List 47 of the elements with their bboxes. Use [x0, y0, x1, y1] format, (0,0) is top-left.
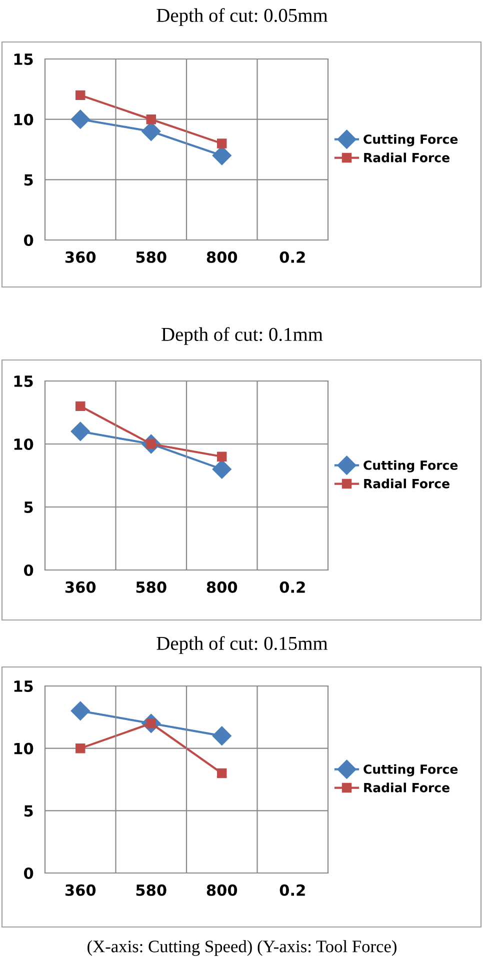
y-tick-label: 15: [14, 376, 33, 388]
y-tick-label: 10: [14, 114, 34, 126]
point: [212, 726, 232, 746]
x-tick-label: 0.2: [280, 884, 305, 896]
x-tick-label: 580: [136, 581, 166, 593]
text: (X-axis: Cutting Speed) (Y-axis: Tool Force): [88, 940, 396, 956]
y-tick-label: 0: [24, 867, 34, 880]
x-tick-label: 0.2: [280, 581, 305, 593]
chart-title: Depth of cut: 0.15mm: [156, 636, 328, 654]
point: [76, 90, 86, 100]
y-tick-label: 0: [24, 564, 34, 576]
y-tick-label: 10: [14, 742, 34, 754]
x-tick-label: 580: [136, 251, 166, 263]
point: [76, 401, 86, 412]
point: [217, 138, 227, 148]
chart-title: Depth of cut: 0.05mm: [156, 8, 328, 26]
point: [76, 743, 86, 754]
point: [70, 110, 90, 129]
x-tick-label: 800: [206, 884, 238, 896]
legend-label: Radial Force: [364, 782, 450, 792]
legend-label: Radial Force: [364, 478, 450, 488]
x-tick-label: 800: [206, 581, 238, 593]
y-tick-label: 5: [24, 805, 33, 817]
point: [217, 452, 227, 462]
y-tick-label: 15: [14, 54, 33, 66]
point: [212, 460, 232, 479]
y-tick-label: 15: [14, 680, 33, 692]
y-tick-label: 5: [24, 502, 33, 514]
x-tick-label: 800: [206, 251, 238, 263]
legend-label: Cutting Force: [364, 460, 458, 472]
point: [70, 701, 90, 720]
legend-label: Radial Force: [364, 152, 450, 162]
chart-title: Depth of cut: 0.1mm: [162, 327, 323, 345]
x-tick-label: 360: [65, 251, 96, 263]
point: [217, 768, 227, 778]
point: [146, 114, 156, 124]
point: [70, 422, 90, 441]
x-tick-label: 0.2: [280, 251, 305, 263]
legend-label: Cutting Force: [364, 764, 458, 776]
y-tick-label: 5: [24, 174, 33, 186]
point: [212, 146, 232, 166]
x-tick-label: 360: [65, 581, 96, 593]
y-tick-label: 0: [24, 234, 34, 246]
x-tick-label: 580: [136, 884, 166, 896]
x-tick-label: 360: [65, 884, 96, 896]
y-tick-label: 10: [14, 438, 34, 450]
legend-label: Cutting Force: [364, 134, 458, 146]
